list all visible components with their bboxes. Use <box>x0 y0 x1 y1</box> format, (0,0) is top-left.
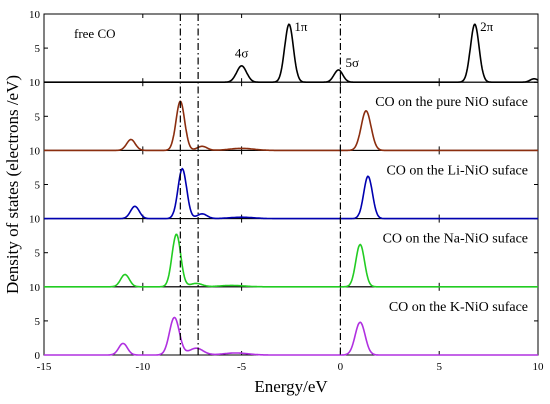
series-line <box>44 100 538 152</box>
y-tick-label: 10 <box>29 214 41 226</box>
panel-label: CO on the K-NiO suface <box>389 300 528 315</box>
series-curves <box>44 23 539 356</box>
x-tick-label: 10 <box>533 361 545 373</box>
x-tick-label: -10 <box>135 361 150 373</box>
panel-frames: 5 10 5 10 5 10 5 10 0 5 10 -15 -10 -5 0 5 10 <box>29 9 544 373</box>
y-tick-label: 5 <box>35 316 41 328</box>
series-line <box>44 316 538 356</box>
panel-label: CO on the pure NiO suface <box>375 95 528 110</box>
panel-frame <box>43 13 539 83</box>
panel-frame <box>43 149 539 220</box>
peak-annotation: 2π <box>480 19 494 34</box>
y-tick-label: 5 <box>35 43 41 55</box>
y-tick-label: 5 <box>35 180 41 192</box>
x-tick-label: -5 <box>237 361 247 373</box>
x-tick-label: -15 <box>37 361 52 373</box>
series-line <box>44 167 538 220</box>
panel-label: CO on the Li-NiO suface <box>386 163 528 178</box>
y-axis-label: Density of states (electrons /eV) <box>3 75 22 294</box>
y-tick-label: 10 <box>29 9 41 21</box>
peak-annotation: 1π <box>294 19 308 34</box>
panel-labels: free CO 4σ 1π 5σ 2π CO on the pure NiO suface… <box>74 19 528 315</box>
peak-annotation: 5σ <box>345 55 359 70</box>
y-tick-label: 10 <box>29 77 41 89</box>
panel-label: CO on the Na-NiO suface <box>383 232 528 247</box>
x-tick-label: 5 <box>436 361 442 373</box>
y-tick-label: 10 <box>29 282 41 294</box>
panel-label: free CO <box>74 26 116 41</box>
panel-frame <box>43 81 539 151</box>
y-tick-label: 5 <box>35 248 41 260</box>
panel-frame <box>43 218 539 288</box>
series-line <box>44 233 538 288</box>
peak-annotation: 4σ <box>235 46 249 61</box>
x-axis-label: Energy/eV <box>254 377 328 396</box>
reference-lines <box>179 14 341 355</box>
x-tick-label: 0 <box>338 361 344 373</box>
y-tick-label: 10 <box>29 145 41 157</box>
y-tick-label: 0 <box>35 350 41 362</box>
series-line <box>44 23 539 83</box>
panel-frame <box>43 286 539 356</box>
y-tick-label: 5 <box>35 111 41 123</box>
